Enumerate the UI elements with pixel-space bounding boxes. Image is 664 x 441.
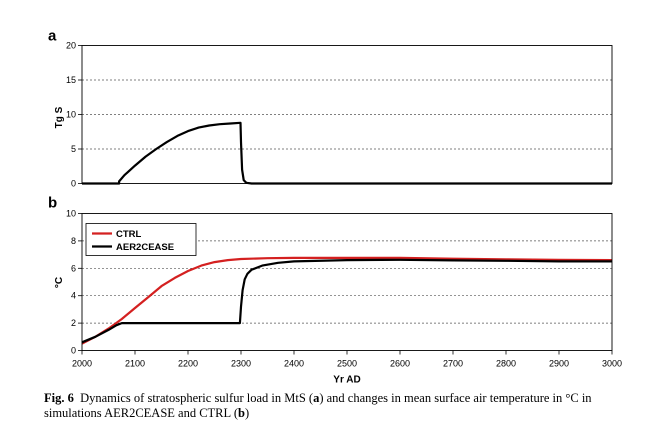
panel-b-series-ctrl-line	[81, 256, 613, 345]
caption-text-1: Dynamics of stratospheric sulfur load in…	[80, 391, 314, 405]
panel-a-ylabel: Tg S	[54, 106, 65, 128]
panel-b-frame	[81, 213, 613, 351]
panel-a-letter: a	[48, 28, 57, 45]
panel-a-series-aer2cease-line	[82, 121, 612, 185]
panel-b-ytick-label: 6	[71, 263, 76, 273]
panel-a-ytick-label: 10	[66, 110, 76, 120]
caption-ref-a: a	[313, 391, 320, 405]
panel-b-letter: b	[48, 195, 57, 212]
legend-aer2cease-label: AER2CEASE	[116, 242, 174, 253]
panel-b-xtick-label: 2100	[125, 359, 145, 369]
panel-b-ytick-label: 10	[66, 209, 76, 219]
caption-text-2: ) and changes in mean surface air temper…	[44, 391, 592, 420]
panel-b-xtick-label: 2700	[443, 359, 463, 369]
panel-b-xtick-label: 2300	[231, 359, 251, 369]
panel-a-ytick-label: 5	[71, 144, 76, 154]
panel-b-ylabel: °C	[54, 277, 65, 288]
panel-b-xtick-label: 2500	[337, 359, 357, 369]
panel-b-xtick-label: 2000	[72, 359, 92, 369]
panel-b-ytick-label: 0	[71, 346, 76, 356]
panel-b-xtick-label: 2800	[496, 359, 516, 369]
panel-b-xtick-label: 2600	[390, 359, 410, 369]
panel-a-frame	[81, 45, 613, 184]
panel-b-ytick-label: 4	[71, 291, 76, 301]
figure-caption: Fig. 6 Dynamics of stratospheric sulfur …	[44, 391, 644, 421]
panel-a-ytick-label: 15	[66, 75, 76, 85]
legend-ctrl-label: CTRL	[116, 229, 142, 240]
panel-b-legend: CTRL AER2CEASE	[85, 223, 197, 256]
panel-b-ytick-label: 2	[71, 318, 76, 328]
panel-b-series-aer2cease-line	[81, 258, 612, 344]
panel-a-ytick-label: 0	[71, 179, 76, 189]
panel-b-xtick-label: 2400	[284, 359, 304, 369]
panel-b-ytick-label: 8	[71, 236, 76, 246]
panel-b-xlabel: Yr AD	[333, 375, 360, 386]
panel-b-xtick-label: 2200	[178, 359, 198, 369]
caption-ref-b: b	[237, 406, 245, 420]
caption-fig-label: Fig. 6	[44, 391, 74, 405]
panel-b-xtick-label: 2900	[549, 359, 569, 369]
panel-b-xtick-label: 3000	[602, 359, 622, 369]
panel-a-plot: 0 5 10 15 20	[66, 41, 613, 189]
panel-a-ytick-label: 20	[66, 41, 76, 51]
caption-text-3: )	[244, 406, 250, 420]
